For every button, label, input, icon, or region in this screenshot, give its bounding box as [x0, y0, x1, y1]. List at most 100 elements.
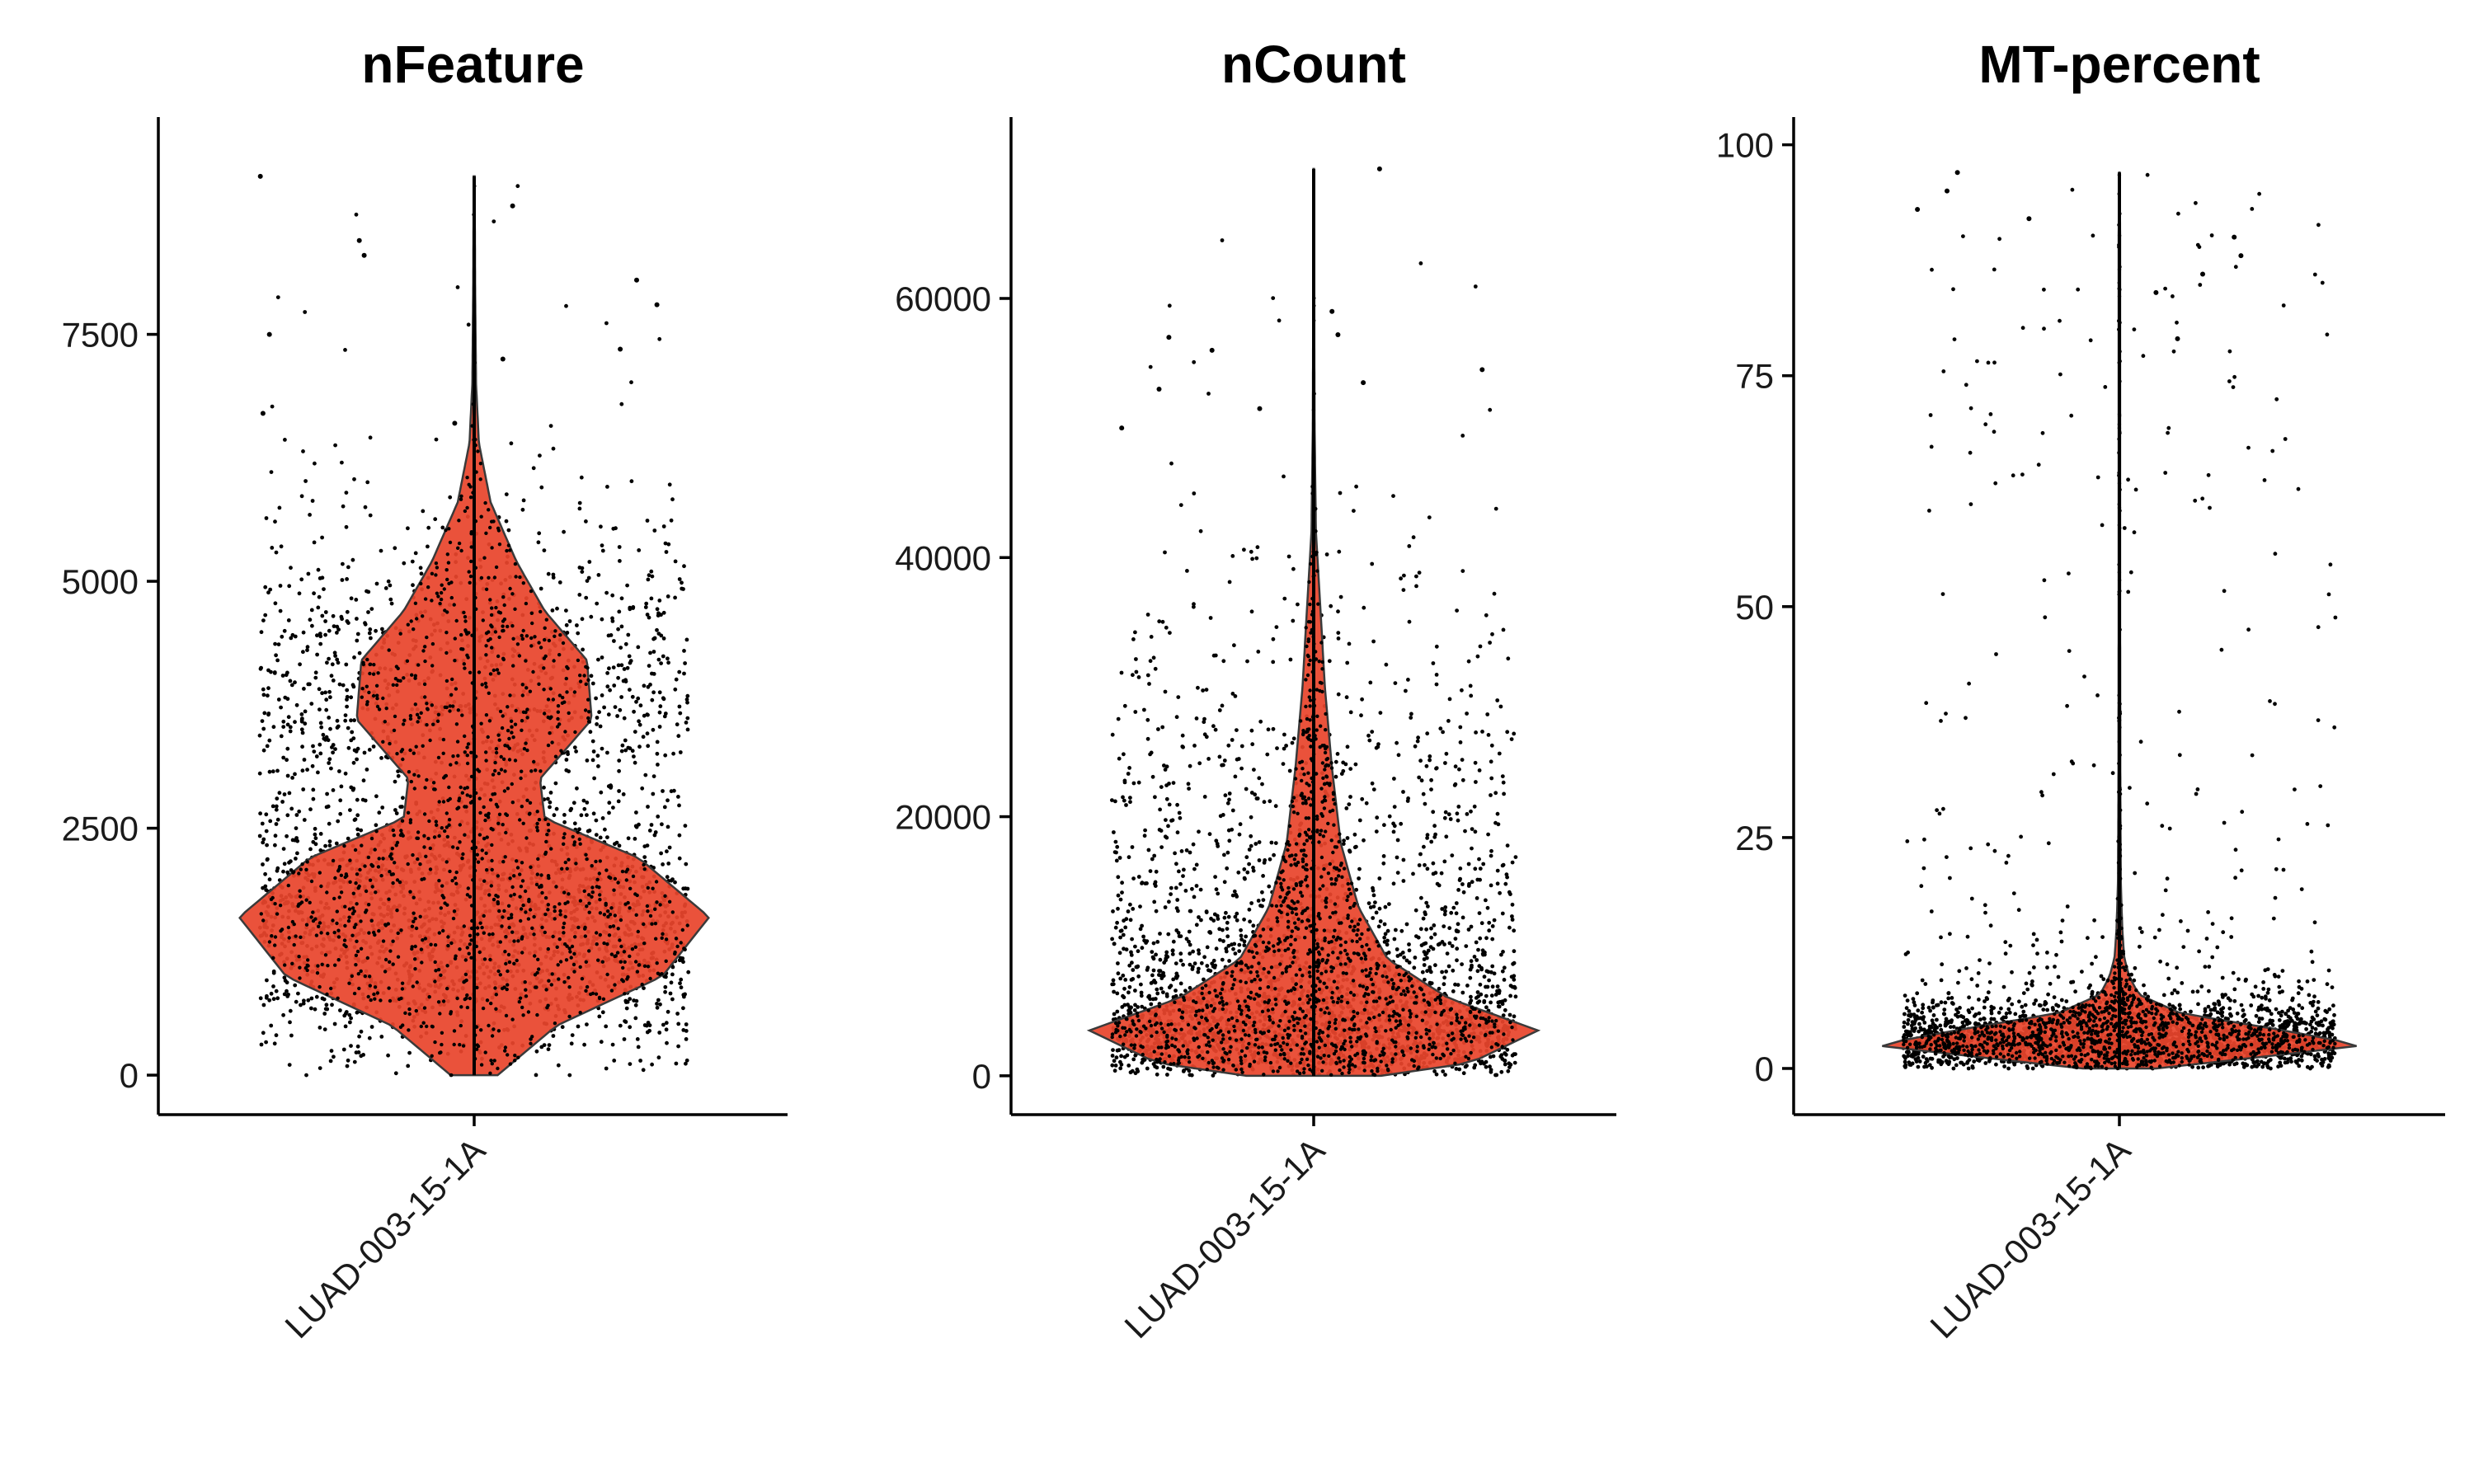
data-point — [1418, 927, 1423, 932]
data-point — [313, 836, 318, 841]
data-point — [553, 781, 558, 786]
data-point — [1419, 895, 1423, 900]
data-point — [1230, 808, 1235, 813]
data-point — [546, 796, 550, 801]
data-point — [341, 1047, 346, 1052]
data-point — [363, 974, 367, 979]
data-point — [304, 867, 308, 872]
data-point — [342, 938, 347, 942]
data-point — [576, 631, 581, 636]
data-point — [497, 812, 502, 816]
data-point — [262, 711, 267, 716]
data-point — [539, 873, 543, 877]
data-point — [294, 813, 299, 817]
data-point — [618, 707, 623, 712]
data-point — [1115, 1009, 1120, 1014]
data-point — [671, 751, 675, 756]
data-point — [515, 866, 520, 870]
data-point — [484, 653, 488, 657]
data-point — [500, 726, 505, 730]
data-point — [534, 985, 538, 989]
data-point — [327, 761, 332, 765]
data-point — [1166, 824, 1170, 829]
data-point — [601, 997, 606, 1002]
data-point — [265, 857, 270, 862]
data-point — [504, 519, 509, 524]
data-point — [317, 1066, 322, 1070]
data-point — [1261, 874, 1265, 878]
data-point — [369, 607, 374, 611]
data-point — [557, 902, 562, 906]
data-point — [563, 914, 567, 919]
data-point — [677, 856, 682, 861]
data-point — [1178, 951, 1183, 956]
data-point — [657, 336, 662, 341]
data-point — [1387, 814, 1392, 819]
data-point — [529, 644, 534, 648]
data-point — [583, 934, 587, 938]
data-point — [1407, 619, 1412, 624]
data-point — [419, 581, 423, 586]
data-point — [459, 632, 463, 637]
data-point — [1256, 899, 1261, 903]
data-point — [657, 690, 662, 695]
data-point — [413, 674, 417, 678]
data-point — [365, 768, 369, 772]
data-point — [553, 1021, 557, 1026]
data-point — [327, 716, 332, 720]
data-point — [261, 1003, 266, 1007]
data-point — [413, 917, 417, 921]
data-point — [453, 876, 458, 881]
data-point — [567, 985, 571, 989]
data-point — [412, 911, 416, 915]
data-point — [519, 776, 523, 781]
data-point — [297, 809, 302, 814]
data-point — [1451, 905, 1456, 910]
data-point — [612, 639, 616, 643]
data-point — [1381, 854, 1386, 858]
data-point — [1502, 965, 1507, 970]
data-point — [656, 998, 661, 1003]
data-point — [598, 898, 602, 902]
data-point — [526, 917, 531, 921]
data-point — [645, 1030, 650, 1035]
data-point — [518, 872, 522, 876]
data-point — [651, 727, 656, 732]
data-point — [667, 482, 672, 487]
data-point — [366, 855, 371, 860]
data-point — [633, 1016, 638, 1021]
data-point — [487, 630, 491, 634]
data-point — [674, 677, 679, 682]
data-point — [337, 895, 341, 899]
data-point — [285, 773, 290, 778]
data-point — [651, 791, 656, 796]
data-point — [547, 829, 551, 833]
data-point — [339, 873, 344, 878]
data-point — [683, 661, 687, 665]
data-point — [355, 872, 360, 876]
data-point — [619, 695, 623, 699]
data-point — [268, 587, 273, 592]
data-point — [332, 624, 336, 628]
data-point — [273, 601, 278, 606]
data-point — [648, 650, 652, 655]
data-point — [406, 622, 410, 627]
data-point — [271, 956, 275, 960]
data-point — [488, 798, 493, 802]
data-point — [269, 669, 273, 674]
data-point — [391, 881, 395, 885]
data-point — [1342, 838, 1346, 843]
data-point — [267, 769, 272, 774]
data-point — [616, 799, 621, 804]
data-point — [583, 925, 587, 930]
data-point — [590, 885, 595, 890]
data-point — [1155, 1072, 1159, 1077]
data-point — [465, 761, 470, 766]
data-point — [520, 861, 524, 865]
data-point — [597, 871, 601, 876]
data-point — [351, 760, 356, 765]
data-point — [542, 548, 547, 552]
data-point — [259, 912, 263, 916]
data-point — [618, 918, 623, 923]
data-point — [595, 722, 599, 726]
